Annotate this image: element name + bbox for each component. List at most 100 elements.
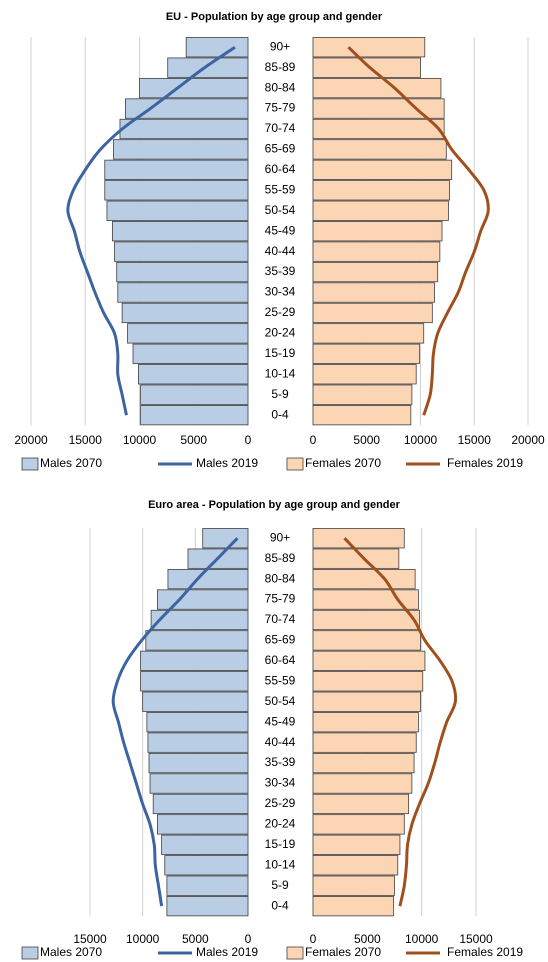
category-label: 55-59 — [265, 673, 296, 687]
bar — [312, 752, 415, 774]
category-label: 65-69 — [265, 633, 296, 647]
line — [111, 537, 239, 907]
category-label: 75-79 — [265, 592, 296, 606]
x-tick-label: 15000 — [69, 433, 103, 447]
bar — [312, 589, 419, 610]
bar — [140, 384, 249, 405]
x-tick-label: 20000 — [511, 433, 545, 447]
bar — [312, 77, 442, 99]
bar — [312, 896, 394, 917]
bar — [121, 302, 249, 324]
bar — [312, 57, 421, 78]
bar — [161, 834, 249, 855]
x-tick-label: 15000 — [459, 932, 493, 946]
bar — [157, 814, 249, 835]
legend-swatch — [21, 457, 39, 471]
category-label: 50-54 — [265, 203, 296, 217]
category-label: 5-9 — [271, 387, 289, 401]
legend-swatch — [21, 946, 39, 960]
legend-label: Females 2070 — [305, 456, 381, 470]
bar — [111, 221, 249, 242]
category-label: 75-79 — [265, 101, 296, 115]
bar — [312, 855, 399, 876]
category-label: 90+ — [270, 39, 290, 53]
x-tick-label: 0 — [245, 433, 252, 447]
bar — [312, 302, 433, 324]
bar — [312, 630, 421, 651]
bar — [104, 159, 249, 180]
x-tick-label: 10000 — [405, 932, 439, 946]
legend-swatch — [286, 946, 304, 960]
bar — [312, 732, 417, 753]
bar — [140, 405, 249, 426]
bar — [167, 568, 249, 590]
bar — [312, 691, 421, 712]
x-tick-label: 5000 — [353, 433, 380, 447]
category-label: 60-64 — [265, 162, 296, 176]
bar — [119, 118, 249, 140]
legend-label: Males 2070 — [40, 945, 102, 959]
bar — [312, 568, 416, 590]
bar — [145, 630, 249, 651]
legend-label: Males 2019 — [196, 456, 258, 470]
bar — [312, 814, 405, 835]
bar — [127, 323, 249, 344]
bar — [312, 609, 420, 631]
category-label: 45-49 — [265, 223, 296, 237]
legend-label: Females 2019 — [447, 945, 523, 959]
legend-label: Males 2019 — [196, 945, 258, 959]
bar — [106, 200, 249, 221]
bar — [312, 118, 445, 140]
bar — [312, 712, 419, 733]
bar — [312, 37, 426, 58]
x-tick-label: 5000 — [182, 932, 209, 946]
legend-label: Females 2019 — [447, 456, 523, 470]
bar — [312, 159, 453, 180]
bar — [312, 528, 405, 549]
bar — [147, 732, 249, 753]
category-label: 25-29 — [265, 796, 296, 810]
x-tick-label: 0 — [310, 932, 317, 946]
bar — [142, 691, 249, 712]
bar — [124, 98, 249, 119]
legend-swatch — [286, 457, 304, 471]
bar — [117, 282, 249, 303]
bar — [146, 712, 249, 733]
bar — [150, 609, 249, 631]
category-label: 10-14 — [265, 857, 296, 871]
bar — [149, 773, 249, 794]
bar — [312, 139, 447, 160]
line — [343, 537, 458, 907]
bar — [312, 793, 410, 815]
category-label: 5-9 — [271, 878, 289, 892]
bar — [104, 180, 249, 201]
x-tick-label: 5000 — [354, 932, 381, 946]
category-label: 90+ — [270, 530, 290, 544]
category-label: 30-34 — [265, 776, 296, 790]
x-tick-label: 15000 — [73, 932, 107, 946]
category-label: 65-69 — [265, 142, 296, 156]
category-label: 40-44 — [265, 244, 296, 258]
category-label: 20-24 — [265, 817, 296, 831]
category-label: 20-24 — [265, 326, 296, 340]
bar — [312, 282, 435, 303]
x-tick-label: 15000 — [458, 433, 492, 447]
category-label: 25-29 — [265, 305, 296, 319]
category-label: 80-84 — [265, 80, 296, 94]
category-label: 45-49 — [265, 714, 296, 728]
category-label: 70-74 — [265, 121, 296, 135]
bar — [166, 896, 249, 917]
bar — [312, 875, 395, 896]
bar — [138, 364, 249, 385]
bar — [140, 671, 249, 692]
category-label: 85-89 — [265, 551, 296, 565]
bar — [312, 671, 424, 692]
bar — [140, 650, 249, 671]
bar — [312, 405, 412, 426]
category-label: 70-74 — [265, 612, 296, 626]
bar — [116, 261, 249, 283]
bar — [312, 180, 450, 201]
category-label: 30-34 — [265, 285, 296, 299]
bar — [139, 77, 249, 99]
